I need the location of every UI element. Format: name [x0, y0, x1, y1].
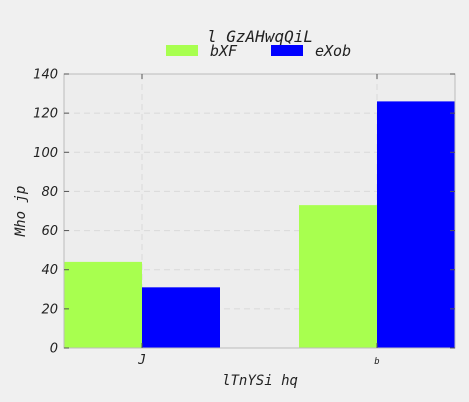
y-tick-label: 0	[50, 342, 58, 357]
y-tick-label: 80	[41, 185, 58, 200]
bar	[377, 101, 455, 349]
bar	[142, 287, 220, 348]
y-tick-label: 20	[41, 302, 58, 317]
x-axis-label: lTnYSi hq	[222, 373, 298, 389]
y-tick-label: 40	[41, 263, 58, 278]
y-tick-label: 100	[33, 146, 58, 161]
bars	[64, 101, 455, 349]
y-axis-label: Mho jp	[13, 186, 29, 238]
bar	[299, 205, 377, 348]
chart-title: l GzAHwqQiL	[207, 27, 313, 46]
y-tick-label: 60	[41, 224, 58, 239]
bar	[64, 261, 142, 348]
y-tick-label: 120	[33, 107, 58, 122]
x-tick-label: J	[137, 353, 146, 368]
ticks: 0 20 40 60 80 100 120 140 J b	[33, 68, 455, 368]
y-tick-label: 140	[33, 68, 58, 83]
legend-label: bXF	[210, 42, 238, 60]
legend: bXF eXob	[166, 42, 351, 60]
legend-swatch	[271, 45, 303, 56]
x-tick-label: b	[374, 357, 379, 367]
plot-frame	[63, 73, 456, 349]
legend-label: eXob	[315, 42, 351, 60]
legend-swatch	[166, 45, 198, 56]
